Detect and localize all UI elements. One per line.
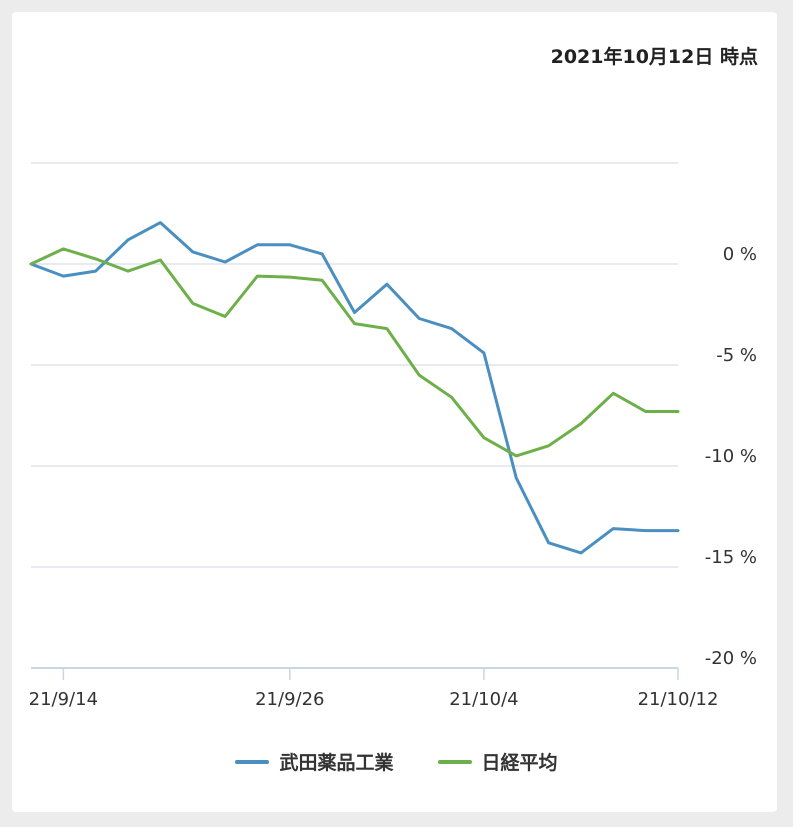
- y-tick-label: -20 %: [705, 648, 757, 669]
- legend-item-takeda[interactable]: 武田薬品工業: [235, 748, 394, 775]
- legend-label-nikkei: 日経平均: [481, 752, 558, 774]
- series-line-takeda: [29, 221, 680, 555]
- y-tick-label: -5 %: [716, 345, 757, 366]
- x-tick-label: 21/10/4: [449, 689, 518, 710]
- y-tick-label: -10 %: [705, 446, 757, 467]
- legend: 武田薬品工業 日経平均: [0, 748, 793, 775]
- x-tick-label: 21/9/26: [255, 689, 324, 710]
- as-of-date: 2021年10月12日 時点: [550, 46, 758, 68]
- x-tick-label: 21/10/12: [638, 689, 719, 710]
- series-line-nikkei: [29, 247, 680, 458]
- legend-swatch-nikkei: [437, 759, 472, 764]
- legend-label-takeda: 武田薬品工業: [279, 752, 394, 774]
- legend-item-nikkei[interactable]: 日経平均: [437, 748, 558, 775]
- y-tick-label: -15 %: [705, 547, 757, 568]
- y-tick-label: 0 %: [723, 244, 757, 265]
- legend-swatch-takeda: [235, 759, 270, 764]
- x-tick-label: 21/9/14: [29, 689, 98, 710]
- line-chart: 0 % -5 % -10 % -15 % -20 % 21/9/14 21/9/26 21/1…: [29, 162, 757, 710]
